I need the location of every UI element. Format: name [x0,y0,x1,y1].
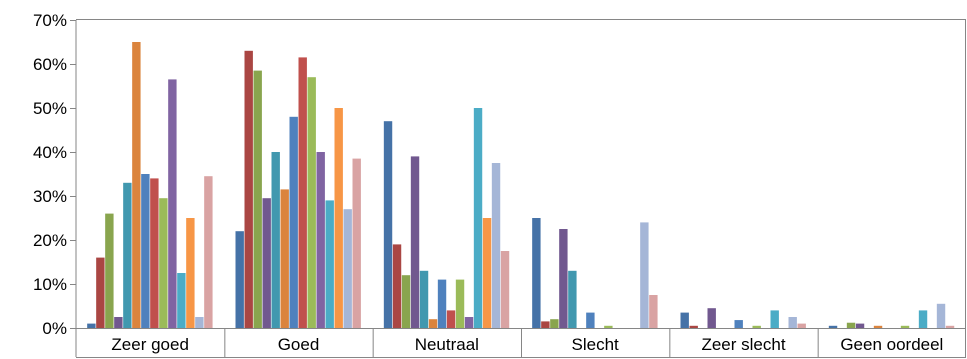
bar [873,325,883,328]
bar [105,213,114,328]
bar [141,174,150,328]
bar [437,279,447,328]
bar [307,77,316,328]
bar [855,323,865,328]
bar [604,325,613,328]
y-tick-label: 10% [33,275,67,294]
bar [918,310,928,328]
y-tick-label: 50% [33,99,67,118]
bar [500,251,510,328]
bar [150,178,159,328]
bar [316,152,325,328]
x-category-label: Goed [278,335,320,354]
bar [343,209,352,328]
bar [195,317,204,328]
x-category-label: Zeer goed [111,335,189,354]
bar [828,325,838,328]
bar [419,270,429,328]
labels-layer: 0% 10% 20% 30% 40% 50% 60% 70% Zeer goed Goed Neut… [33,11,943,354]
y-tick-label: 0% [42,319,67,338]
y-tick-label: 60% [33,55,67,74]
bar [455,279,465,328]
bar [846,322,856,328]
bar [235,231,244,328]
bar [788,317,797,328]
y-tick-label: 70% [33,11,67,30]
bar [491,163,501,328]
bar [123,182,132,328]
bar [262,198,271,328]
bar [383,121,393,328]
y-tick-label: 20% [33,231,67,250]
bar [253,70,262,328]
bar [401,275,411,328]
bar [428,319,438,328]
bar [168,79,177,329]
bar [541,321,550,328]
bar [640,222,649,328]
bar [586,312,595,328]
bar [734,320,743,328]
bar [707,308,716,328]
y-tick-label: 40% [33,143,67,162]
x-category-label: Geen oordeel [840,335,943,354]
bar [482,218,492,328]
x-category-label: Slecht [572,335,620,354]
bar [446,310,456,328]
bar [114,317,123,328]
bar [325,200,334,328]
x-category-label: Neutraal [415,335,479,354]
bar [559,229,568,328]
bar [900,325,910,328]
bar [280,189,289,328]
bar [334,108,343,328]
bar [945,325,955,328]
bar [204,176,213,328]
bar [568,270,577,328]
bar [936,303,946,328]
x-category-label: Zeer slecht [701,335,785,354]
bar [464,317,474,328]
bar [132,42,141,328]
bar [752,325,761,328]
bar [550,319,559,328]
bar [177,273,186,328]
bar [298,57,307,329]
bar [87,323,96,328]
axis-layer [70,19,966,358]
y-tick-label: 30% [33,187,67,206]
bar [797,323,806,328]
bar [352,158,361,328]
bar [532,218,541,328]
bar [392,244,402,328]
bar [473,108,483,328]
bar [244,50,253,329]
bar [770,310,779,328]
bar [159,198,168,328]
bar [289,116,298,328]
bar [649,295,658,328]
bar [410,156,420,328]
bar [271,152,280,328]
bar [689,325,698,328]
bar [680,312,689,328]
bar [96,257,105,328]
bars-layer [87,42,955,329]
bar [186,218,195,328]
